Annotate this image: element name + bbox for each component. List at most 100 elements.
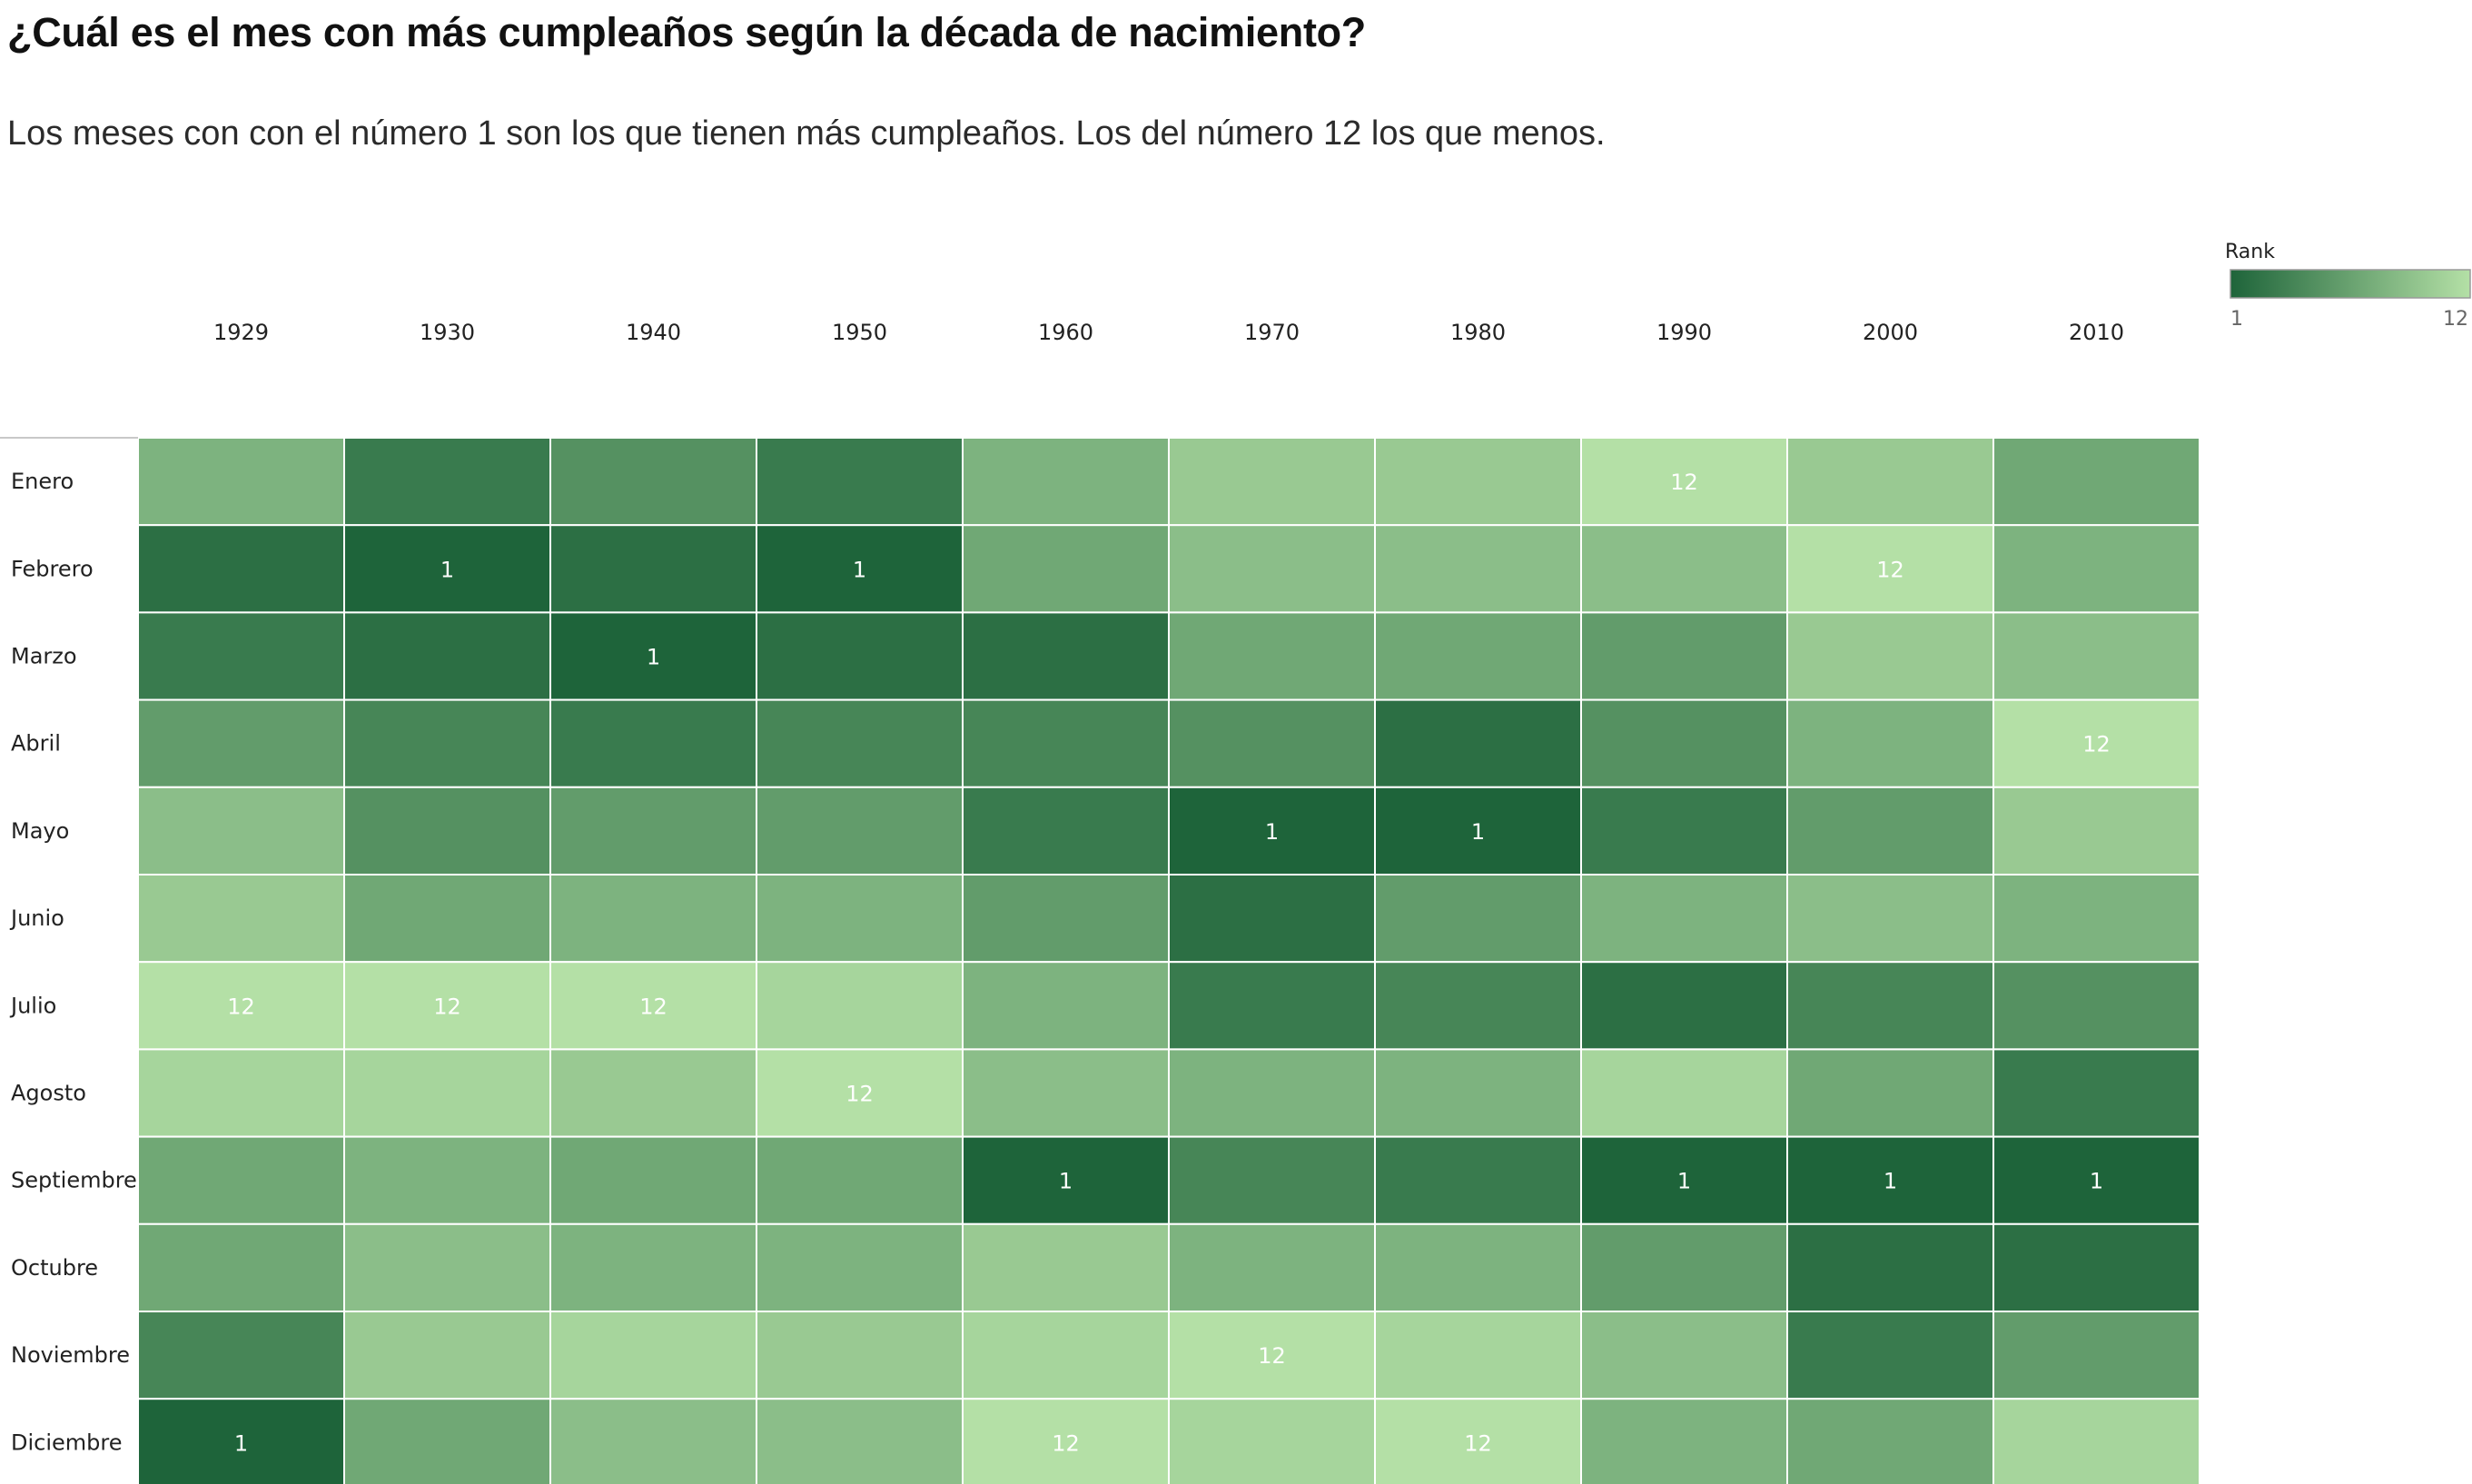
row-label-marzo: Marzo: [11, 644, 77, 669]
cell-noviembre-2010: [1993, 1311, 2200, 1399]
cell-enero-1960: [963, 438, 1169, 525]
cell-enero-2010: [1993, 438, 2200, 525]
cell-noviembre-2000: [1787, 1311, 1993, 1399]
cell-agosto-2000: [1787, 1049, 1993, 1136]
cell-mayo-1930: [344, 787, 550, 875]
cell-agosto-1940: [550, 1049, 756, 1136]
cell-enero-2000: [1787, 438, 1993, 525]
row-label-abril: Abril: [11, 731, 61, 757]
row-label-enero: Enero: [11, 469, 74, 494]
row-label-septiembre: Septiembre: [11, 1168, 137, 1193]
cell-julio-2000: [1787, 962, 1993, 1049]
cell-value-label: 12: [1258, 1343, 1286, 1369]
cell-noviembre-1950: [756, 1311, 963, 1399]
column-label-1960: 1960: [1038, 320, 1093, 345]
cell-septiembre-1950: [756, 1137, 963, 1224]
cell-julio-1980: [1375, 962, 1581, 1049]
cell-value-label: 12: [1876, 557, 1904, 582]
cell-enero-1929: [138, 438, 344, 525]
cell-enero-1950: [756, 438, 963, 525]
column-label-1950: 1950: [832, 320, 887, 345]
cell-noviembre-1990: [1581, 1311, 1787, 1399]
cell-diciembre-1990: [1581, 1399, 1787, 1484]
cell-value-label: 12: [639, 994, 667, 1019]
cell-diciembre-1930: [344, 1399, 550, 1484]
cell-abril-1990: [1581, 700, 1787, 787]
column-label-1930: 1930: [420, 320, 475, 345]
cell-septiembre-1970: [1169, 1137, 1375, 1224]
cell-value-label: 1: [440, 557, 454, 582]
cell-noviembre-1929: [138, 1311, 344, 1399]
cell-junio-1950: [756, 875, 963, 962]
column-label-1929: 1929: [213, 320, 269, 345]
column-label-2010: 2010: [2069, 320, 2124, 345]
cell-value-label: 12: [433, 994, 461, 1019]
cell-febrero-2010: [1993, 525, 2200, 612]
column-label-1940: 1940: [626, 320, 681, 345]
cell-abril-1980: [1375, 700, 1581, 787]
cell-septiembre-1930: [344, 1137, 550, 1224]
cell-octubre-1930: [344, 1224, 550, 1311]
column-label-1970: 1970: [1244, 320, 1300, 345]
cell-marzo-1930: [344, 612, 550, 699]
cell-octubre-1970: [1169, 1224, 1375, 1311]
row-label-octubre: Octubre: [11, 1255, 98, 1281]
color-legend: Rank 1 12: [2225, 241, 2470, 331]
row-label-mayo: Mayo: [11, 818, 69, 844]
cell-value-label: 12: [227, 994, 255, 1019]
cell-marzo-1950: [756, 612, 963, 699]
cell-junio-1980: [1375, 875, 1581, 962]
cell-enero-1930: [344, 438, 550, 525]
cell-marzo-2010: [1993, 612, 2200, 699]
cell-octubre-1960: [963, 1224, 1169, 1311]
cell-agosto-2010: [1993, 1049, 2200, 1136]
row-label-febrero: Febrero: [11, 556, 94, 581]
cell-abril-1940: [550, 700, 756, 787]
cell-febrero-1980: [1375, 525, 1581, 612]
cell-diciembre-1970: [1169, 1399, 1375, 1484]
heatmap-chart: 1929 1930 1940 1950 1960 1970 1980 1990 2000 2010…: [0, 0, 2472, 1484]
cell-julio-1950: [756, 962, 963, 1049]
cell-agosto-1929: [138, 1049, 344, 1136]
cell-mayo-1940: [550, 787, 756, 875]
cell-marzo-1980: [1375, 612, 1581, 699]
heatmap-cells: [138, 438, 2200, 1484]
cell-abril-1950: [756, 700, 963, 787]
cell-value-label: 12: [845, 1082, 874, 1107]
cell-abril-1970: [1169, 700, 1375, 787]
cell-noviembre-1980: [1375, 1311, 1581, 1399]
cell-diciembre-1950: [756, 1399, 963, 1484]
cell-mayo-1990: [1581, 787, 1787, 875]
cell-mayo-2010: [1993, 787, 2200, 875]
cell-octubre-1929: [138, 1224, 344, 1311]
cell-septiembre-1940: [550, 1137, 756, 1224]
cell-mayo-1960: [963, 787, 1169, 875]
cell-agosto-1990: [1581, 1049, 1787, 1136]
cell-value-label: 1: [1265, 819, 1279, 845]
cell-abril-1929: [138, 700, 344, 787]
cell-noviembre-1930: [344, 1311, 550, 1399]
cell-junio-1930: [344, 875, 550, 962]
cell-junio-1940: [550, 875, 756, 962]
cell-julio-1990: [1581, 962, 1787, 1049]
cell-junio-1960: [963, 875, 1169, 962]
cell-junio-2010: [1993, 875, 2200, 962]
cell-agosto-1970: [1169, 1049, 1375, 1136]
cell-marzo-1990: [1581, 612, 1787, 699]
cell-mayo-1929: [138, 787, 344, 875]
cell-septiembre-1929: [138, 1137, 344, 1224]
legend-max-label: 12: [2443, 308, 2468, 331]
cell-abril-2000: [1787, 700, 1993, 787]
cell-marzo-1929: [138, 612, 344, 699]
column-labels: 1929 1930 1940 1950 1960 1970 1980 1990 2000 2010: [213, 320, 2124, 345]
cell-enero-1970: [1169, 438, 1375, 525]
cell-noviembre-1940: [550, 1311, 756, 1399]
legend-title: Rank: [2225, 241, 2275, 263]
cell-junio-1970: [1169, 875, 1375, 962]
cell-marzo-1960: [963, 612, 1169, 699]
cell-marzo-2000: [1787, 612, 1993, 699]
cell-febrero-1940: [550, 525, 756, 612]
row-label-junio: Junio: [9, 905, 64, 931]
cell-noviembre-1960: [963, 1311, 1169, 1399]
cell-diciembre-2010: [1993, 1399, 2200, 1484]
